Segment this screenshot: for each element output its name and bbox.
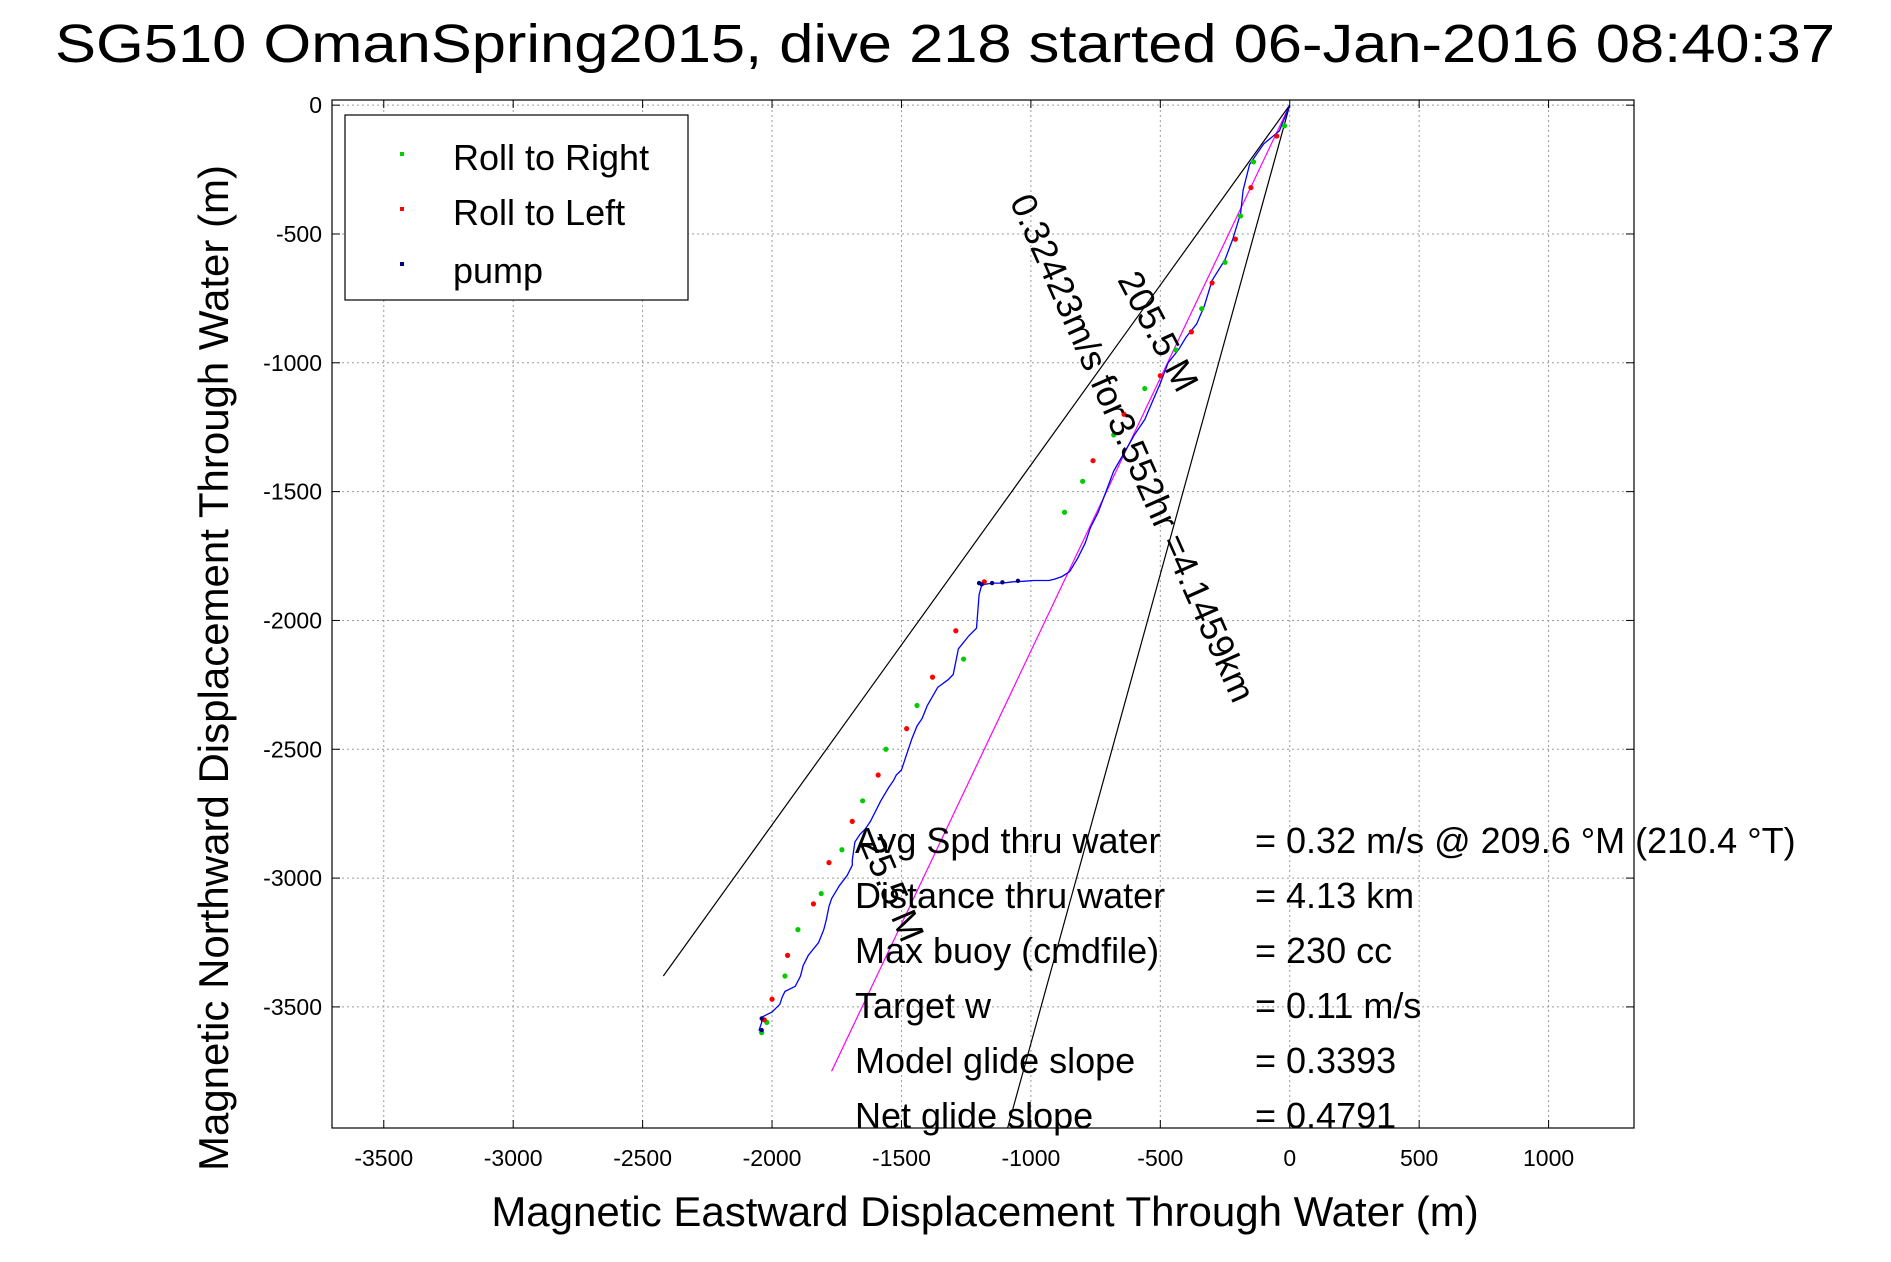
roll-right-point <box>1061 509 1068 515</box>
stat-label-target-w: Target w <box>855 985 992 1026</box>
roll-left-point <box>810 901 817 907</box>
legend-marker-roll-left <box>400 207 404 211</box>
roll-left-point <box>1209 280 1215 286</box>
stat-label-net-glide: Net glide slope <box>855 1095 1093 1136</box>
reference-line-3 <box>1007 104 1291 1129</box>
grid <box>332 100 1634 1128</box>
roll-left-point <box>769 996 775 1002</box>
stat-value-target-w: = 0.11 m/s <box>1255 985 1421 1026</box>
roll-right-point <box>1142 385 1148 392</box>
roll-left-point <box>1188 329 1194 335</box>
track-line <box>758 104 1291 1034</box>
roll-left-point <box>849 818 855 825</box>
x-tick-label: -2500 <box>613 1145 672 1171</box>
glider-track <box>758 104 1291 1034</box>
x-tick-label: 0 <box>1283 1145 1296 1171</box>
y-axis-label: Magnetic Northward Displacement Through … <box>190 165 237 1171</box>
roll-right-point <box>839 847 845 853</box>
stats-block: Avg Spd thru water = 0.32 m/s @ 209.6 °M… <box>855 820 1796 1136</box>
legend-marker-roll-right <box>400 152 404 156</box>
x-tick-label: -1500 <box>872 1145 931 1171</box>
x-tick-label: -2000 <box>743 1145 802 1171</box>
legend-label-roll-right: Roll to Right <box>453 137 649 178</box>
roll-right-point <box>795 927 801 933</box>
roll-right-point <box>1222 259 1228 265</box>
roll-right-point <box>1199 306 1205 312</box>
pump-point <box>759 1016 764 1021</box>
roll-left-point <box>1232 236 1238 242</box>
reference-line-1 <box>831 104 1291 1072</box>
y-tick-label: -500 <box>276 221 322 247</box>
x-tick-label: -3500 <box>354 1145 413 1171</box>
roll-right-point <box>1080 478 1086 484</box>
roll-left-point <box>875 772 881 778</box>
roll-right-point <box>914 702 920 709</box>
roll-right-point <box>1111 432 1117 438</box>
stat-label-distance: Distance thru water <box>855 875 1165 916</box>
reference-line-2 <box>662 104 1291 977</box>
roll-left-point <box>953 628 959 634</box>
roll-right-point <box>1237 213 1244 219</box>
y-tick-label: -2000 <box>263 607 322 633</box>
x-tick-label: -1000 <box>1001 1145 1060 1171</box>
legend: Roll to Right Roll to Left pump <box>344 114 689 301</box>
x-tick-label: 1000 <box>1523 1145 1574 1171</box>
y-tick-label: -1000 <box>263 350 322 376</box>
stat-value-model-glide: = 0.3393 <box>1255 1040 1396 1081</box>
reference-lines <box>662 104 1291 1129</box>
x-tick-label: 500 <box>1400 1145 1438 1171</box>
roll-left-point <box>1248 184 1254 191</box>
roll-right-point <box>860 798 866 804</box>
stat-value-max-buoy: = 230 cc <box>1255 930 1392 971</box>
stat-value-net-glide: = 0.4791 <box>1255 1095 1396 1136</box>
pump-point <box>989 580 995 586</box>
stat-label-model-glide: Model glide slope <box>855 1040 1135 1081</box>
roll-left-point <box>929 674 936 680</box>
y-tick-label: -3000 <box>263 865 322 891</box>
roll-left-point <box>1090 458 1096 464</box>
pump-point <box>976 580 982 586</box>
chart-title: SG510 OmanSpring2015, dive 218 started 0… <box>55 14 1835 74</box>
stat-value-avg-speed: = 0.32 m/s @ 209.6 °M (210.4 °T) <box>1255 820 1796 861</box>
legend-marker-pump <box>400 262 404 266</box>
roll-right-point <box>1173 347 1179 353</box>
markers <box>759 123 1288 1036</box>
x-axis-label: Magnetic Eastward Displacement Through W… <box>491 1188 1478 1235</box>
roll-left-point <box>826 860 832 866</box>
stat-label-max-buoy: Max buoy (cmdfile) <box>855 930 1159 971</box>
pump-point <box>1000 580 1005 585</box>
roll-left-point <box>904 726 910 732</box>
y-tick-label: 0 <box>309 92 322 118</box>
roll-right-point <box>1281 123 1288 129</box>
roll-right-point <box>883 746 889 752</box>
pump-point <box>759 1027 764 1033</box>
legend-label-pump: pump <box>453 250 543 291</box>
x-tick-label: -500 <box>1137 1145 1183 1171</box>
legend-label-roll-left: Roll to Left <box>453 192 625 233</box>
roll-left-point <box>1274 133 1280 139</box>
plot-frame <box>331 99 1635 1129</box>
roll-left-point <box>784 952 791 958</box>
y-tick-label: -2500 <box>263 736 322 762</box>
roll-right-point <box>818 890 824 897</box>
stat-label-avg-speed: Avg Spd thru water <box>855 820 1161 861</box>
roll-left-point <box>1121 411 1127 417</box>
y-tick-label: -3500 <box>263 994 322 1020</box>
y-tick-label: -1500 <box>263 479 322 505</box>
roll-right-point <box>782 973 788 979</box>
axis-ticks: -3500 -3000 -2500 -2000 -1500 -1000 -500 0 500 10… <box>263 92 1634 1171</box>
pump-point <box>1015 578 1021 583</box>
roll-left-point <box>1157 373 1163 379</box>
roll-right-point <box>1250 159 1257 165</box>
x-tick-label: -3000 <box>484 1145 543 1171</box>
stat-value-distance: = 4.13 km <box>1255 875 1414 916</box>
roll-right-point <box>960 656 967 662</box>
